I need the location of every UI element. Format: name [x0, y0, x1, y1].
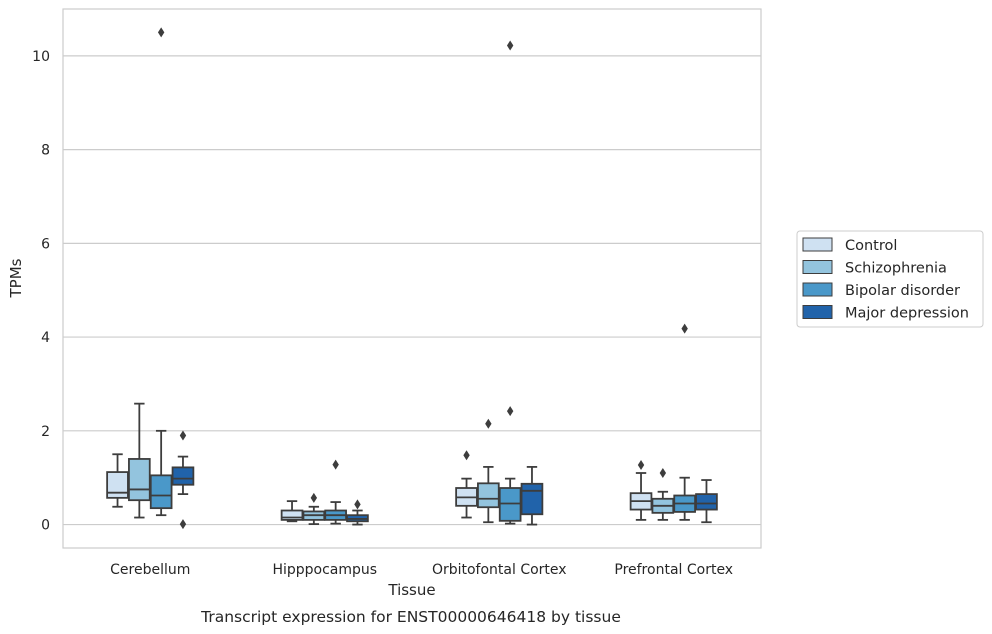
box-schizophrenia-prefrontal-cortex: [651, 468, 675, 521]
box-body: [106, 471, 129, 499]
outlier-point: [485, 418, 492, 429]
outlier-point: [463, 450, 470, 461]
x-tick-label-cerebellum: Cerebellum: [110, 562, 190, 578]
box-schizophrenia-cerebellum: [128, 402, 151, 519]
box-body: [477, 482, 500, 509]
box-major-depression-hipppocampus: [346, 499, 369, 526]
legend-swatch: [802, 237, 833, 252]
legend-label: Control: [845, 238, 897, 254]
plot-area: [62, 8, 762, 549]
legend-frame: [796, 230, 984, 328]
x-axis-title: Tissue: [387, 581, 435, 599]
box-control-cerebellum: [106, 453, 129, 508]
box-major-depression-orbitofontal-cortex: [520, 466, 544, 526]
legend-swatch: [802, 305, 833, 319]
y-tick-label-6: 6: [41, 236, 50, 252]
box-body: [520, 482, 544, 516]
x-tick-label-hipppocampus: Hipppocampus: [272, 562, 377, 578]
box-major-depression-prefrontal-cortex: [695, 479, 718, 524]
y-axis-title: TPMs: [7, 258, 25, 298]
outlier-point: [179, 519, 187, 530]
box-control-prefrontal-cortex: [629, 460, 653, 521]
series-bipolar-disorder: [149, 27, 696, 525]
y-tick-label-10: 10: [32, 49, 50, 65]
gridlines: [63, 55, 761, 526]
box-body: [498, 487, 522, 522]
legend-item-bipolar-disorder: Bipolar disorder: [802, 282, 960, 299]
legend-label: Bipolar disorder: [845, 283, 960, 299]
box-bipolar-disorder-hipppocampus: [324, 459, 347, 525]
x-tick-label-orbitofontal-cortex: Orbitofontal Cortex: [432, 562, 567, 578]
boxes: [106, 27, 718, 530]
box-schizophrenia-orbitofontal-cortex: [477, 418, 500, 524]
box-body: [171, 466, 195, 486]
box-body: [280, 509, 304, 521]
outlier-point: [179, 430, 187, 441]
series-schizophrenia: [128, 402, 675, 525]
legend-label: Major depression: [845, 306, 969, 322]
x-tick-label-prefrontal-cortex: Prefrontal Cortex: [614, 562, 733, 578]
x-tick-labels: Cerebellum Hipppocampus Orbitofontal Corte…: [110, 562, 733, 578]
box-body: [695, 493, 718, 511]
outlier-point: [659, 468, 667, 479]
box-major-depression-cerebellum: [171, 430, 195, 530]
box-control-orbitofontal-cortex: [455, 450, 478, 519]
legend-swatch: [802, 260, 833, 274]
box-bipolar-disorder-cerebellum: [149, 27, 173, 517]
chart-caption: Transcript expression for ENST0000064641…: [200, 608, 621, 626]
box-bipolar-disorder-orbitofontal-cortex: [498, 40, 522, 525]
box-control-hipppocampus: [280, 500, 304, 523]
legend-label: Schizophrenia: [845, 261, 947, 277]
outlier-point: [506, 406, 514, 417]
outlier-point: [157, 27, 165, 38]
box-schizophrenia-hipppocampus: [302, 492, 326, 525]
outlier-point: [681, 323, 688, 334]
legend-item-schizophrenia: Schizophrenia: [802, 260, 947, 277]
y-tick-label-2: 2: [41, 424, 50, 440]
y-tick-label-8: 8: [41, 143, 50, 159]
legend-item-control: Control: [802, 237, 897, 254]
y-tick-label-0: 0: [41, 518, 50, 534]
outlier-point: [354, 499, 361, 510]
box-body: [128, 458, 151, 502]
outlier-point: [506, 40, 514, 51]
legend-swatch: [802, 282, 833, 297]
outlier-point: [637, 460, 645, 471]
legend-item-major-depression: Major depression: [802, 305, 969, 322]
box-body: [149, 474, 173, 510]
outlier-point: [310, 492, 318, 503]
outlier-point: [332, 459, 339, 470]
series-control: [106, 450, 653, 523]
legend: Control Schizophrenia Bipolar disorder Majo…: [796, 230, 984, 328]
y-tick-label-4: 4: [41, 330, 50, 346]
box-bipolar-disorder-prefrontal-cortex: [673, 323, 696, 521]
series-major-depression: [171, 430, 718, 530]
y-tick-labels: 0 2 4 6 8 10: [32, 49, 50, 534]
